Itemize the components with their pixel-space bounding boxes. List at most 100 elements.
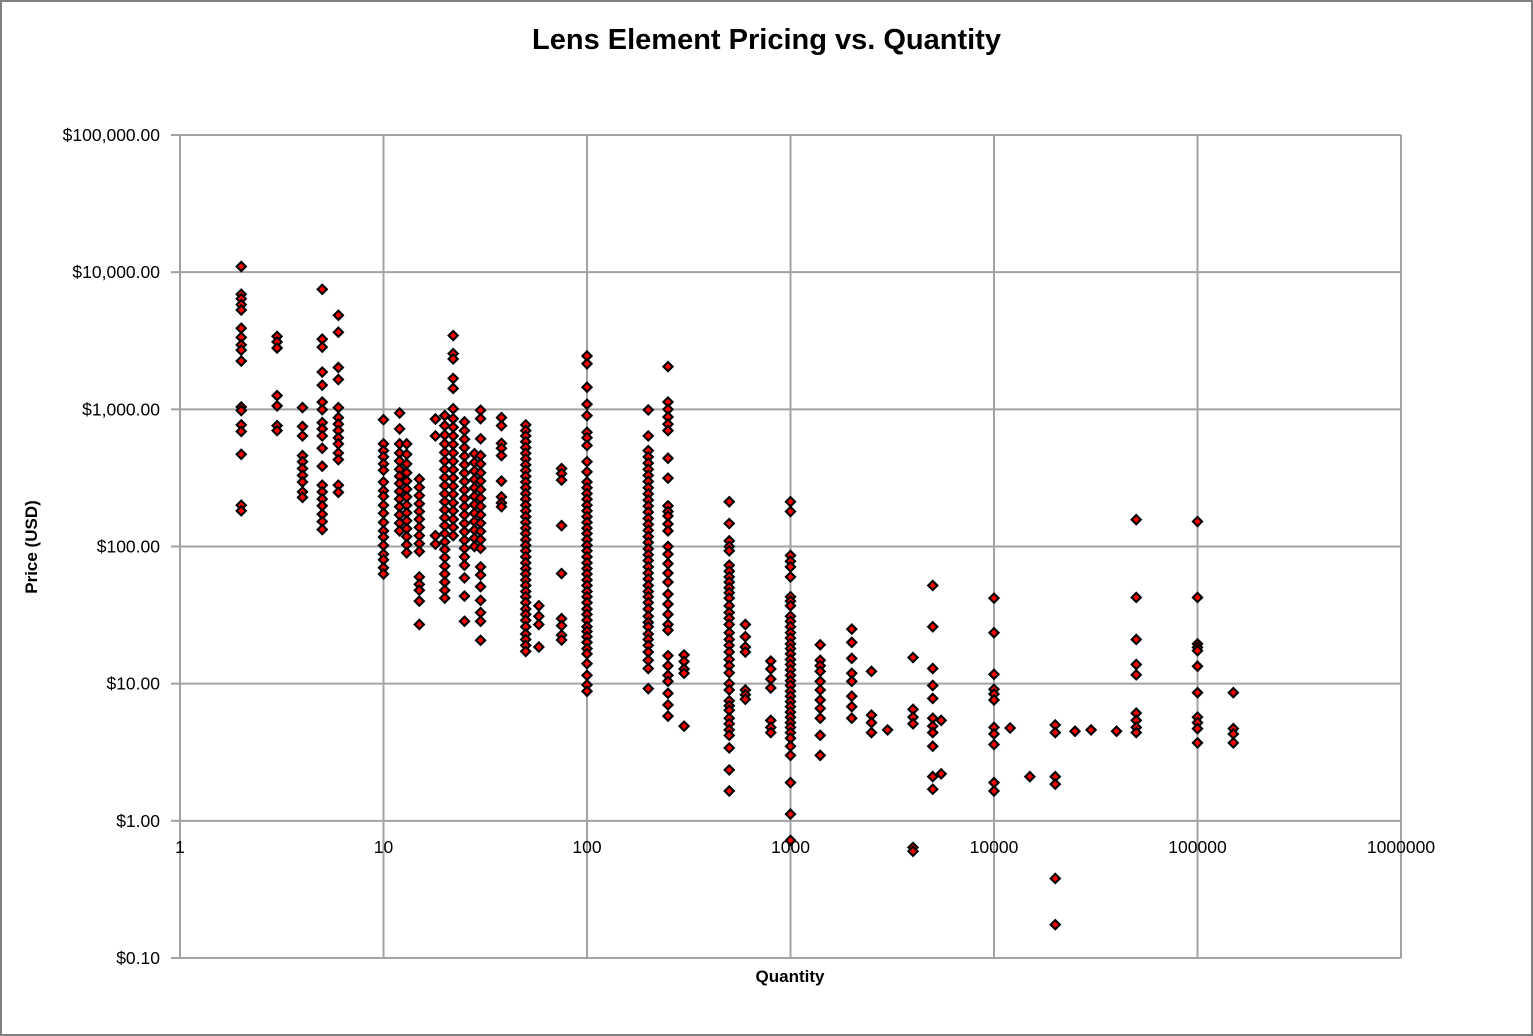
x-tick-label: 10: [374, 837, 394, 857]
data-point: [555, 519, 568, 532]
data-point: [926, 620, 939, 633]
data-point: [987, 693, 1001, 707]
data-point: [296, 420, 309, 433]
data-point: [1049, 778, 1062, 791]
data-point: [377, 413, 390, 426]
data-point: [723, 729, 736, 742]
data-point: [316, 523, 329, 536]
x-axis-title: Quantity: [755, 967, 825, 986]
data-point: [1130, 668, 1143, 681]
data-point: [332, 486, 345, 499]
data-point: [413, 594, 426, 608]
data-point: [235, 344, 248, 357]
data-point: [458, 559, 471, 572]
data-point: [723, 495, 736, 508]
data-point: [987, 738, 1001, 751]
data-point: [393, 422, 406, 435]
data-point: [474, 432, 487, 445]
data-point: [764, 726, 777, 739]
data-point: [1130, 591, 1143, 604]
data-point: [495, 474, 508, 488]
data-point: [739, 693, 752, 706]
data-point: [271, 424, 284, 437]
data-point: [580, 455, 594, 468]
data-point: [723, 784, 736, 798]
data-point: [580, 657, 594, 670]
data-point: [642, 403, 655, 417]
data-point: [1130, 513, 1143, 526]
data-point: [447, 529, 460, 542]
data-point: [723, 544, 736, 557]
data-point: [1191, 722, 1204, 735]
data-point: [764, 662, 777, 676]
data-point: [271, 341, 284, 355]
data-point: [458, 571, 471, 585]
data-point: [447, 382, 460, 395]
data-point: [532, 618, 545, 631]
y-tick-label: $0.10: [116, 948, 160, 968]
data-point: [661, 698, 675, 711]
data-point: [1191, 686, 1204, 699]
data-point: [935, 714, 948, 727]
data-point: [661, 608, 675, 621]
data-point: [413, 618, 426, 631]
data-point: [784, 495, 797, 508]
data-point: [555, 567, 568, 580]
data-point: [1191, 644, 1204, 657]
x-tick-label: 10000: [970, 837, 1019, 857]
data-point: [235, 448, 248, 461]
data-point: [377, 464, 390, 477]
data-point: [458, 615, 471, 628]
data-point: [447, 402, 460, 415]
data-point: [661, 452, 675, 465]
data-point: [271, 389, 284, 402]
data-point: [661, 624, 675, 637]
data-point: [739, 645, 752, 659]
data-point: [739, 618, 752, 631]
data-point: [555, 473, 568, 487]
data-point: [316, 460, 329, 473]
data-point: [235, 260, 248, 273]
data-point: [1191, 736, 1204, 749]
data-point: [1049, 726, 1062, 739]
data-point: [926, 692, 939, 705]
data-point: [296, 475, 309, 489]
data-point: [447, 372, 460, 385]
data-point: [474, 412, 487, 425]
data-point: [661, 687, 675, 700]
data-point: [845, 636, 858, 649]
y-tick-label: $100,000.00: [63, 125, 161, 145]
y-tick-label: $10.00: [106, 674, 160, 694]
x-tick-label: 1000: [771, 837, 810, 857]
data-point: [316, 379, 329, 392]
data-point: [661, 360, 675, 373]
data-point: [1049, 872, 1062, 885]
data-point: [642, 682, 655, 695]
data-point: [447, 352, 460, 366]
data-point: [532, 599, 545, 612]
data-point: [661, 649, 675, 662]
data-point: [678, 667, 691, 680]
data-point: [784, 570, 797, 584]
data-point: [1004, 721, 1017, 735]
data-point: [316, 283, 329, 296]
data-point: [235, 354, 248, 368]
data-point: [661, 587, 675, 601]
data-point: [235, 303, 248, 317]
data-point: [881, 723, 894, 737]
data-point: [1191, 515, 1204, 528]
data-point: [555, 619, 568, 632]
data-point: [316, 365, 329, 379]
data-point: [1110, 725, 1123, 738]
data-point: [661, 576, 675, 589]
data-point: [906, 651, 920, 664]
data-point: [723, 763, 736, 777]
data-point: [865, 726, 878, 739]
data-point: [519, 645, 532, 658]
data-point: [316, 429, 329, 443]
data-point: [495, 449, 508, 462]
data-point: [845, 652, 858, 665]
data-point: [438, 592, 451, 605]
